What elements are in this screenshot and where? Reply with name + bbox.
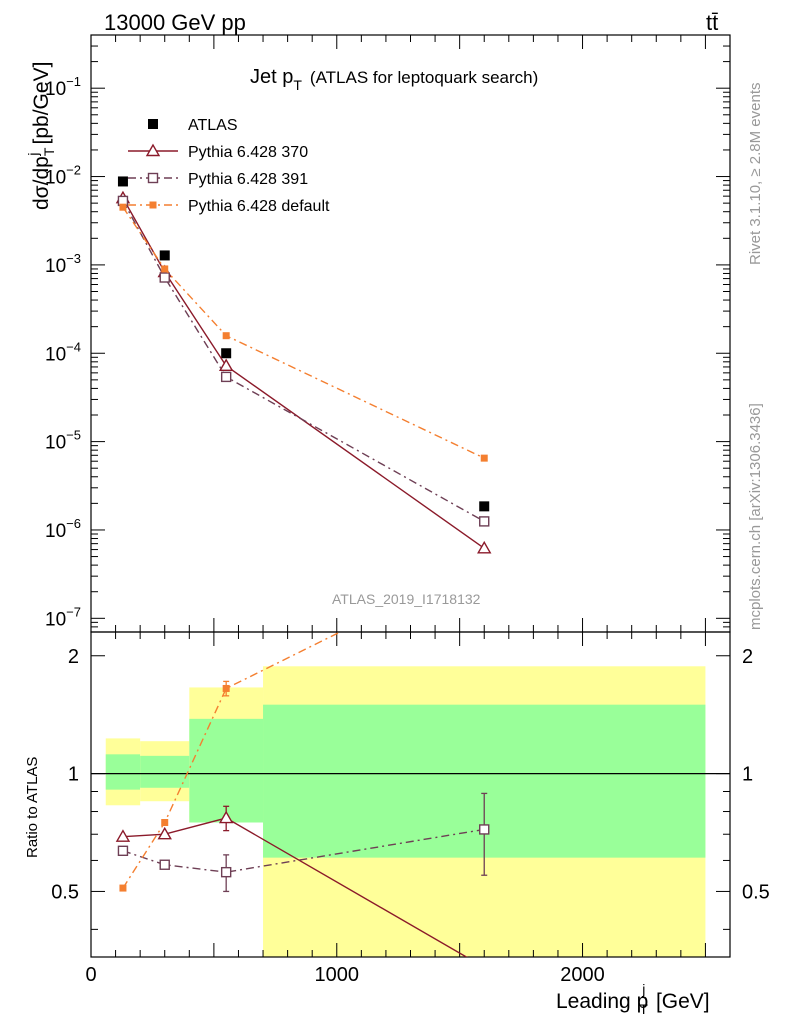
data-point-2-3 <box>479 516 490 527</box>
legend-label-0: ATLAS <box>188 117 238 134</box>
series-line-2 <box>122 200 485 523</box>
ratio-tick-label-right: 1 <box>742 764 753 786</box>
data-point-0-0 <box>117 176 128 187</box>
x-tick-label: 2000 <box>560 964 605 986</box>
y-tick-label: 10−3 <box>45 251 81 277</box>
ratio-point-1-2 <box>218 810 234 824</box>
legend-marker-1 <box>145 143 161 157</box>
data-point-1-3 <box>477 540 492 554</box>
plot-title: Jet pT (ATLAS for leptoquark search) <box>250 66 538 93</box>
ratio-point-2-0 <box>117 845 129 857</box>
ratio-point-2-1 <box>159 859 170 870</box>
ratio-axes: 0 1000 2000 0.5 0.5 1 1 2 2 <box>51 631 770 986</box>
ratio-band-green <box>140 755 190 788</box>
data-point-0-2 <box>221 348 232 359</box>
y-tick-label: 10−6 <box>45 516 81 542</box>
legend-marker-2 <box>147 172 159 184</box>
main-axes: 10−1 10−2 10−3 10−4 10−5 10−6 10−7 <box>45 34 731 633</box>
ratio-line-2 <box>122 828 485 873</box>
data-point-3-2 <box>222 332 230 340</box>
ratio-point-3-3 <box>481 557 488 564</box>
data-point-3-0 <box>119 203 127 211</box>
legend-marker-3 <box>149 201 157 209</box>
process-label: tt̄ <box>706 10 718 35</box>
main-series <box>115 176 492 554</box>
legend-label-1: Pythia 6.428 370 <box>188 144 308 161</box>
data-point-3-1 <box>161 265 169 273</box>
main-frame <box>90 34 731 633</box>
ratio-bands <box>91 666 730 957</box>
ratio-point-2-2 <box>220 866 232 878</box>
energy-label: 13000 GeV pp <box>104 10 246 35</box>
y-tick-label: 10−7 <box>45 604 81 630</box>
x-tick-label: 0 <box>85 964 96 986</box>
series-line-1 <box>122 197 485 549</box>
data-point-3-3 <box>480 454 488 462</box>
data-point-2-2 <box>220 371 232 383</box>
ratio-series <box>115 557 490 972</box>
legend-label-2: Pythia 6.428 391 <box>188 171 308 188</box>
ratio-band-green <box>105 754 141 790</box>
x-axis-label: Leading pj T [GeV] <box>556 981 710 1017</box>
data-point-1-2 <box>218 358 234 372</box>
legend-marker-0 <box>148 119 158 129</box>
y-axis-label: dσ/dpTj[pb/GeV] <box>25 62 57 210</box>
series-line-3 <box>122 206 485 459</box>
y-tick-label: 10−2 <box>45 163 81 189</box>
ratio-point-3-1 <box>161 819 169 827</box>
ratio-band-green <box>189 718 264 823</box>
ratio-point-1-3 <box>478 961 490 972</box>
y-tick-label: 10−1 <box>45 74 81 100</box>
x-tick-label: 1000 <box>315 964 360 986</box>
ratio-tick-label-right: 2 <box>742 646 753 668</box>
legend-label-3: Pythia 6.428 default <box>188 198 330 215</box>
analysis-id: ATLAS_2019_I1718132 <box>332 591 481 607</box>
ratio-tick-label-left: 0.5 <box>51 881 79 903</box>
ratio-point-3-2 <box>222 684 230 692</box>
ratio-point-1-1 <box>157 826 172 840</box>
y-tick-label: 10−4 <box>45 339 81 365</box>
legend: ATLAS Pythia 6.428 370 Pythia 6.428 391 Pyt… <box>128 117 330 215</box>
rivet-label: Rivet 3.1.10, ≥ 2.8M events <box>747 83 764 266</box>
ratio-line-3 <box>122 632 342 889</box>
ratio-point-2-3 <box>479 824 490 835</box>
ratio-axis-label: Ratio to ATLAS <box>24 757 41 858</box>
ratio-point-1-0 <box>115 829 131 842</box>
y-tick-label: 10−5 <box>45 428 81 454</box>
ratio-line-1 <box>122 817 468 957</box>
data-point-0-1 <box>159 250 170 261</box>
ratio-tick-label-left: 1 <box>68 764 79 786</box>
data-point-0-3 <box>479 501 490 512</box>
data-point-2-1 <box>159 272 170 283</box>
mcplots-label: mcplots.cern.ch [arXiv:1306.3436] <box>747 403 764 630</box>
ratio-tick-label-right: 0.5 <box>742 881 770 903</box>
ratio-tick-label-left: 2 <box>68 646 79 668</box>
ratio-point-3-0 <box>119 884 127 892</box>
